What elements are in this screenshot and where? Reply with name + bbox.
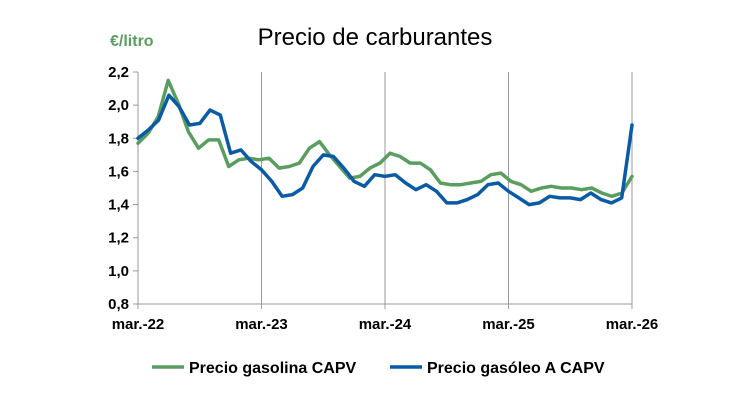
legend-label: Precio gasolina CAPV <box>189 360 356 377</box>
series-line-gasoleo <box>136 93 634 207</box>
y-tick-label: 1,0 <box>108 263 129 280</box>
y-unit-label: €/litro <box>110 33 154 50</box>
y-tick-label: 1,4 <box>108 197 130 214</box>
series-layer <box>136 78 634 207</box>
y-tick-label: 1,6 <box>108 163 129 180</box>
x-tick-label: mar.-25 <box>482 316 535 333</box>
axes: 0,8 1,0 1,2 1,4 1,6 1,8 2,0 2,2 mar.-22 mar.-23 ma… <box>108 64 658 333</box>
legend: Precio gasolina CAPV Precio gasóleo A CAP… <box>152 360 605 377</box>
x-tick-label: mar.-23 <box>235 316 288 333</box>
y-tick-label: 0,8 <box>108 296 129 313</box>
x-tick-label: mar.-24 <box>359 316 412 333</box>
y-tick-label: 2,0 <box>108 97 129 114</box>
x-tick-label: mar.-22 <box>112 316 165 333</box>
y-tick-label: 1,8 <box>108 130 129 147</box>
y-tick-label: 1,2 <box>108 230 129 247</box>
series-line-gasolina <box>136 78 634 199</box>
x-tick-label: mar.-26 <box>606 316 659 333</box>
chart-title: Precio de carburantes <box>258 24 493 51</box>
legend-label: Precio gasóleo A CAPV <box>427 360 605 377</box>
y-tick-label: 2,2 <box>108 64 129 81</box>
